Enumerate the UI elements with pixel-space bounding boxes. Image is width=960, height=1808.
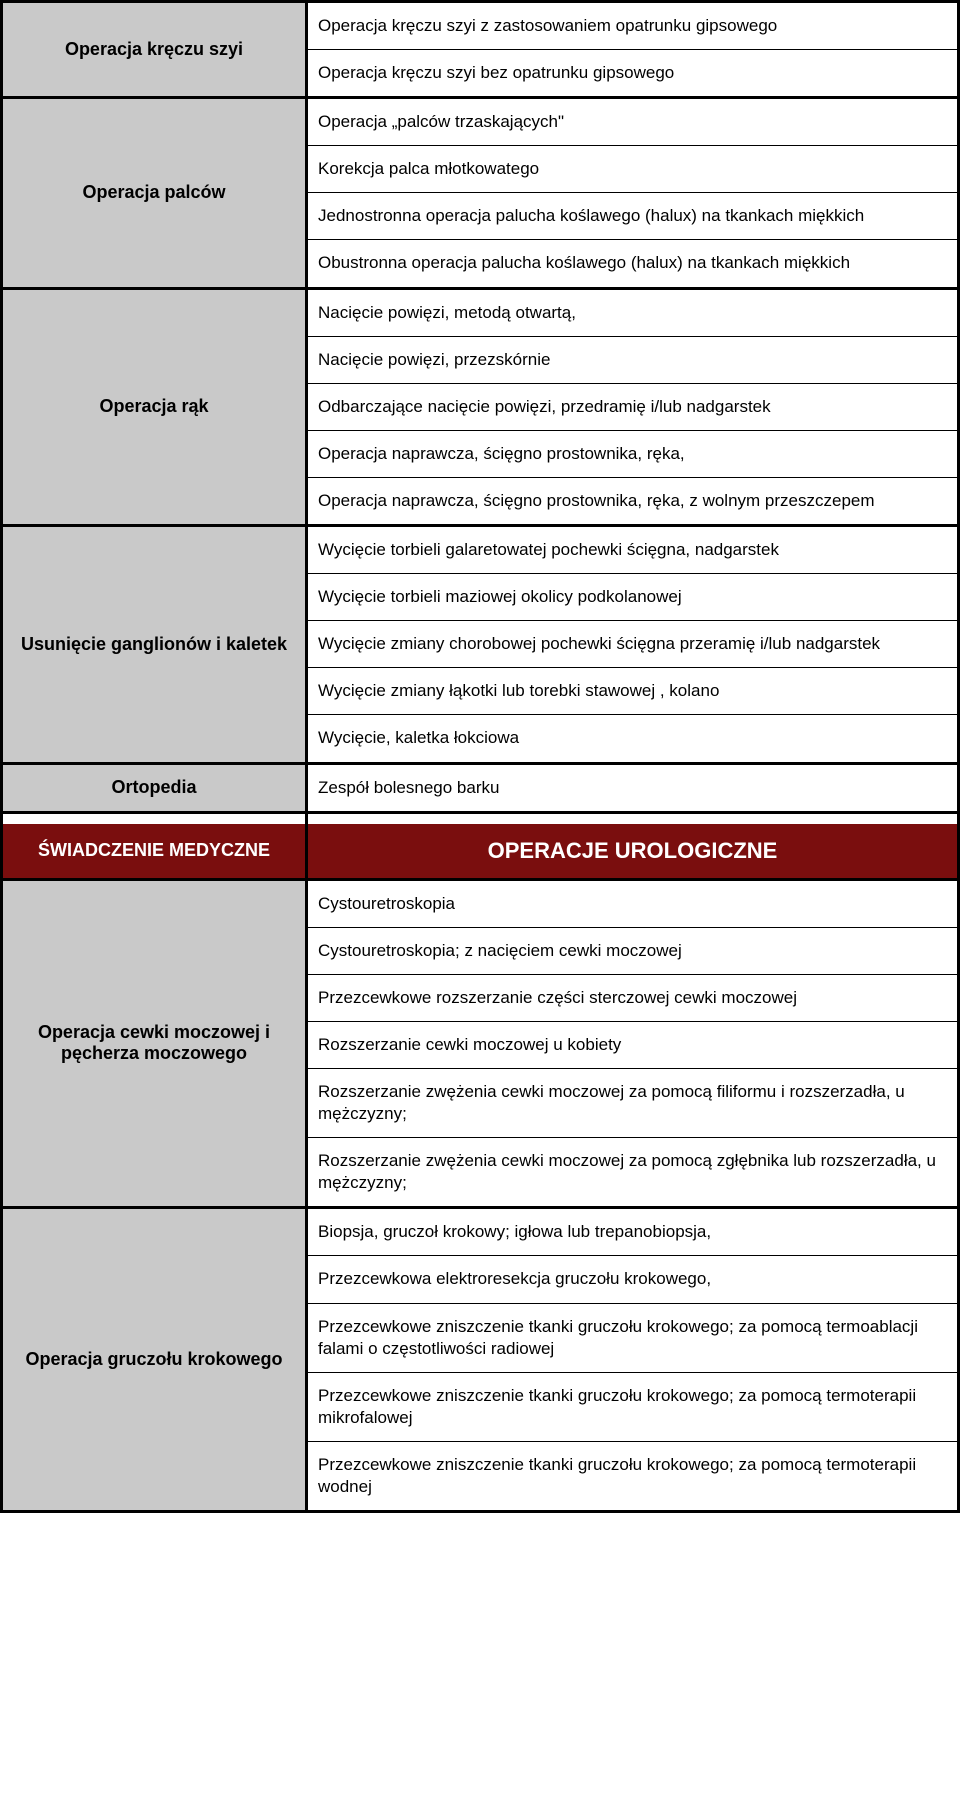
section-items: Cystouretroskopia Cystouretroskopia; z n… xyxy=(308,881,957,1207)
list-item: Rozszerzanie zwężenia cewki moczowej za … xyxy=(308,1069,957,1138)
section-label: Operacja cewki moczowej i pęcherza moczo… xyxy=(3,881,308,1207)
list-item: Rozszerzanie cewki moczowej u kobiety xyxy=(308,1022,957,1069)
section-items: Nacięcie powięzi, metodą otwartą, Nacięc… xyxy=(308,290,957,524)
section-label: Usunięcie ganglionów i kaletek xyxy=(3,527,308,761)
list-item: Przezcewkowe zniszczenie tkanki gruczołu… xyxy=(308,1442,957,1510)
section-items: Zespół bolesnego barku xyxy=(308,765,957,811)
section-label: Operacja kręczu szyi xyxy=(3,3,308,96)
list-item: Przezcewkowe zniszczenie tkanki gruczołu… xyxy=(308,1304,957,1373)
list-item: Rozszerzanie zwężenia cewki moczowej za … xyxy=(308,1138,957,1206)
list-item: Przezcewkowe rozszerzanie części sterczo… xyxy=(308,975,957,1022)
list-item: Nacięcie powięzi, metodą otwartą, xyxy=(308,290,957,337)
list-item: Przezcewkowe zniszczenie tkanki gruczołu… xyxy=(308,1373,957,1442)
section-label: Operacja gruczołu krokowego xyxy=(3,1209,308,1510)
list-item: Wycięcie torbieli maziowej okolicy podko… xyxy=(308,574,957,621)
list-item: Odbarczające nacięcie powięzi, przedrami… xyxy=(308,384,957,431)
list-item: Jednostronna operacja palucha koślawego … xyxy=(308,193,957,240)
section-items: Wycięcie torbieli galaretowatej pochewki… xyxy=(308,527,957,761)
spacer xyxy=(3,814,957,824)
medical-table: Operacja kręczu szyi Operacja kręczu szy… xyxy=(0,0,960,1513)
section-items: Operacja kręczu szyi z zastosowaniem opa… xyxy=(308,3,957,96)
section-kreczu-szyi: Operacja kręczu szyi Operacja kręczu szy… xyxy=(3,3,957,99)
list-item: Obustronna operacja palucha koślawego (h… xyxy=(308,240,957,286)
list-item: Biopsja, gruczoł krokowy; igłowa lub tre… xyxy=(308,1209,957,1256)
list-item: Wycięcie torbieli galaretowatej pochewki… xyxy=(308,527,957,574)
section-palcow: Operacja palców Operacja „palców trzaska… xyxy=(3,99,957,289)
header-right: OPERACJE UROLOGICZNE xyxy=(308,824,957,878)
section-header: ŚWIADCZENIE MEDYCZNE OPERACJE UROLOGICZN… xyxy=(3,824,957,881)
section-ortopedia: Ortopedia Zespół bolesnego barku xyxy=(3,765,957,814)
list-item: Korekcja palca młotkowatego xyxy=(308,146,957,193)
section-ganglionow: Usunięcie ganglionów i kaletek Wycięcie … xyxy=(3,527,957,764)
list-item: Operacja kręczu szyi z zastosowaniem opa… xyxy=(308,3,957,50)
section-label: Ortopedia xyxy=(3,765,308,811)
list-item: Zespół bolesnego barku xyxy=(308,765,957,811)
list-item: Przezcewkowa elektroresekcja gruczołu kr… xyxy=(308,1256,957,1303)
section-rak: Operacja rąk Nacięcie powięzi, metodą ot… xyxy=(3,290,957,527)
list-item: Cystouretroskopia; z nacięciem cewki moc… xyxy=(308,928,957,975)
section-gruczolu: Operacja gruczołu krokowego Biopsja, gru… xyxy=(3,1209,957,1513)
list-item: Wycięcie zmiany chorobowej pochewki ścię… xyxy=(308,621,957,668)
section-items: Biopsja, gruczoł krokowy; igłowa lub tre… xyxy=(308,1209,957,1510)
section-items: Operacja „palców trzaskających" Korekcja… xyxy=(308,99,957,286)
spacer-left xyxy=(3,814,308,824)
list-item: Operacja „palców trzaskających" xyxy=(308,99,957,146)
list-item: Wycięcie zmiany łąkotki lub torebki staw… xyxy=(308,668,957,715)
header-left: ŚWIADCZENIE MEDYCZNE xyxy=(3,824,308,878)
list-item: Operacja naprawcza, ścięgno prostownika,… xyxy=(308,431,957,478)
section-label: Operacja palców xyxy=(3,99,308,286)
section-label: Operacja rąk xyxy=(3,290,308,524)
list-item: Wycięcie, kaletka łokciowa xyxy=(308,715,957,761)
list-item: Operacja naprawcza, ścięgno prostownika,… xyxy=(308,478,957,524)
spacer-right xyxy=(308,814,957,824)
section-cewki: Operacja cewki moczowej i pęcherza moczo… xyxy=(3,881,957,1210)
list-item: Operacja kręczu szyi bez opatrunku gipso… xyxy=(308,50,957,96)
list-item: Nacięcie powięzi, przezskórnie xyxy=(308,337,957,384)
list-item: Cystouretroskopia xyxy=(308,881,957,928)
